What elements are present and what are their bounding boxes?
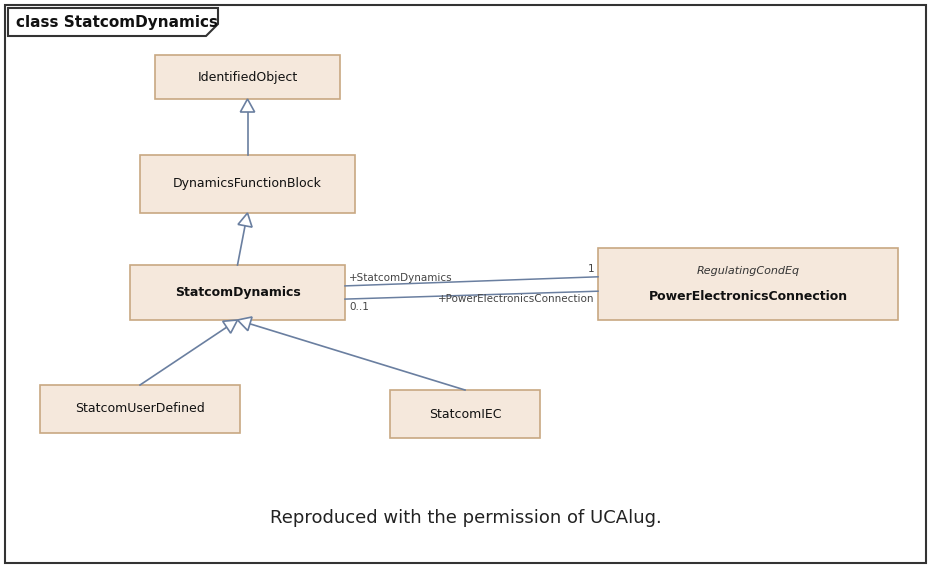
Text: StatcomDynamics: StatcomDynamics: [175, 286, 301, 299]
Text: DynamicsFunctionBlock: DynamicsFunctionBlock: [173, 177, 322, 190]
Text: 1: 1: [587, 264, 594, 274]
Bar: [598, 248, 898, 320]
Polygon shape: [238, 213, 252, 227]
Text: 0..1: 0..1: [349, 302, 369, 312]
Text: +PowerElectronicsConnection: +PowerElectronicsConnection: [438, 294, 594, 304]
Polygon shape: [8, 8, 218, 36]
Text: IdentifiedObject: IdentifiedObject: [197, 70, 298, 83]
Text: PowerElectronicsConnection: PowerElectronicsConnection: [648, 290, 847, 303]
Bar: [140, 155, 355, 213]
Text: +StatcomDynamics: +StatcomDynamics: [349, 273, 452, 283]
Bar: [390, 390, 540, 438]
Polygon shape: [237, 317, 252, 331]
Text: Reproduced with the permission of UCAlug.: Reproduced with the permission of UCAlug…: [270, 509, 661, 527]
Bar: [155, 55, 340, 99]
Bar: [130, 265, 345, 320]
Text: StatcomIEC: StatcomIEC: [429, 407, 501, 420]
Text: StatcomUserDefined: StatcomUserDefined: [75, 403, 205, 416]
Bar: [40, 385, 240, 433]
Text: RegulatingCondEq: RegulatingCondEq: [696, 266, 800, 276]
Polygon shape: [223, 320, 237, 333]
Polygon shape: [240, 99, 255, 112]
Text: class StatcomDynamics: class StatcomDynamics: [16, 15, 218, 30]
